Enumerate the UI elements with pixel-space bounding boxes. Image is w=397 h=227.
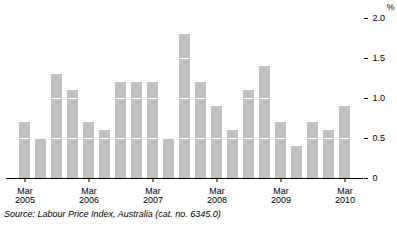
svg-text:Mar2007: Mar2007 <box>143 186 163 205</box>
svg-text:Mar2010: Mar2010 <box>335 186 355 205</box>
svg-text:1.5: 1.5 <box>373 53 386 63</box>
svg-text:Mar2009: Mar2009 <box>271 186 291 205</box>
svg-text:Mar2006: Mar2006 <box>79 186 99 205</box>
html-text:Source: Labour Price Index, Au: Source: Labour Price Index, Australia (c… <box>4 209 221 219</box>
svg-text:Mar2005: Mar2005 <box>15 186 35 205</box>
svg-text:1.0: 1.0 <box>373 93 386 103</box>
svg-text:Mar2008: Mar2008 <box>207 186 227 205</box>
svg-text:0: 0 <box>373 173 378 183</box>
svg-text:2.0: 2.0 <box>373 13 386 23</box>
svg-text:%: % <box>386 2 394 12</box>
svg-text:0.5: 0.5 <box>373 133 386 143</box>
